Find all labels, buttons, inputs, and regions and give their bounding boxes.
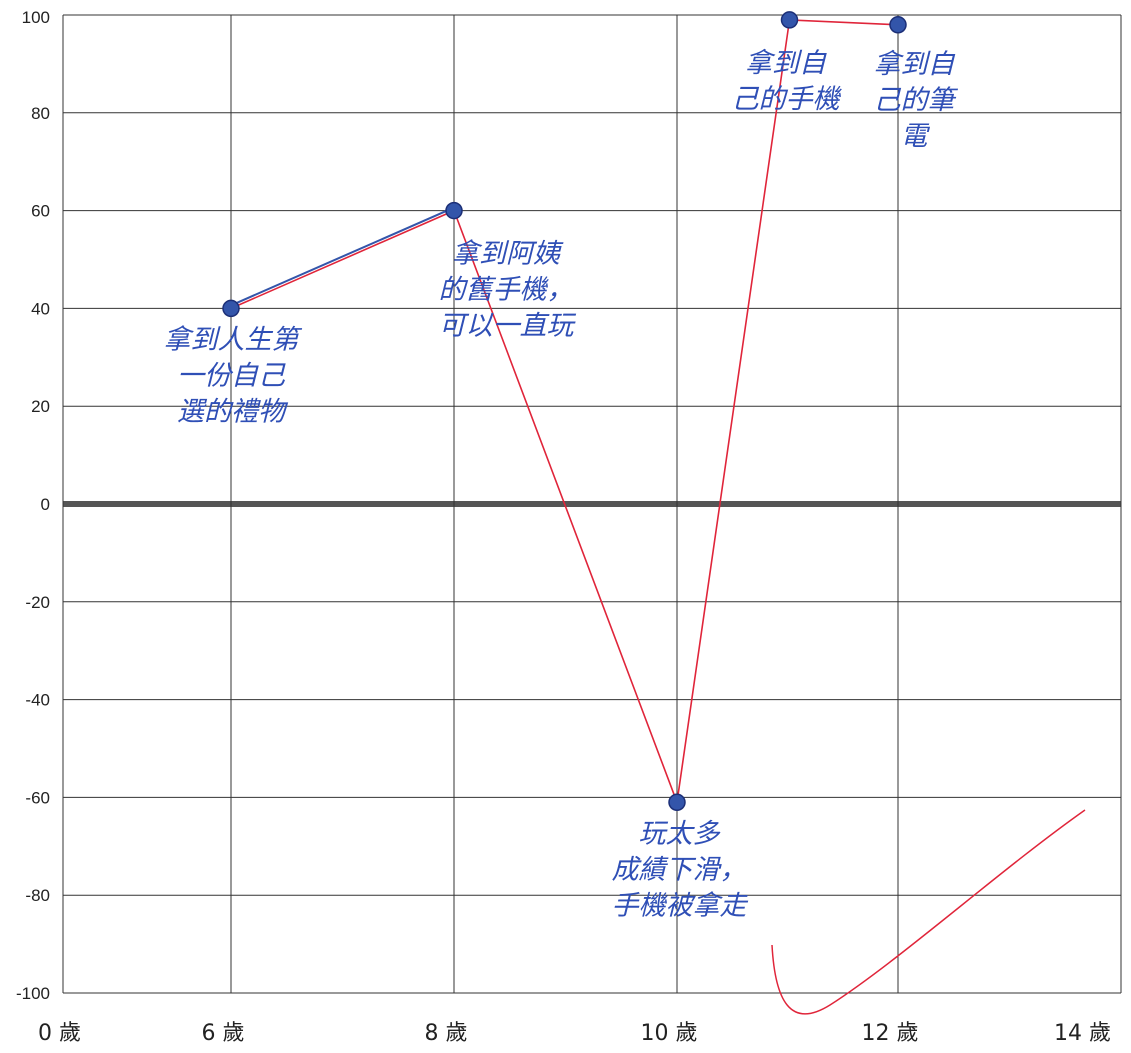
data-point: [889, 16, 907, 34]
y-tick-label: -100: [16, 984, 50, 1003]
x-tick-label: 6 歲: [202, 1021, 245, 1046]
stray-stroke: [771, 809, 1086, 1015]
annotation-line: 可以一直玩: [439, 311, 577, 342]
annotation-line: 一份自己: [177, 360, 286, 391]
y-tick-label: -20: [25, 593, 50, 612]
series-path: [230, 19, 899, 803]
annotation-line: 拿到人生第: [164, 324, 303, 355]
y-tick-label: 80: [31, 104, 50, 123]
data-points: [222, 11, 907, 812]
data-point: [222, 299, 240, 318]
annotation-line: 電: [901, 121, 931, 152]
y-tick-label: 20: [31, 397, 50, 416]
annotation-line: 手機被拿走: [612, 890, 749, 921]
annotation-line: 拿到自: [874, 49, 956, 80]
y-tick-label: -40: [25, 691, 50, 710]
grid: [62, 14, 1122, 994]
data-point: [445, 201, 463, 220]
x-tick-label: 0 歲: [38, 1021, 81, 1046]
annotation-line: 己的筆: [874, 85, 959, 116]
y-tick-label: 100: [22, 8, 50, 27]
data-point: [668, 793, 686, 812]
pencil-stroke: [230, 206, 455, 307]
y-tick-label: 0: [41, 495, 50, 514]
annotation-line: 選的禮物: [177, 396, 289, 427]
x-tick-label: 14 歲: [1054, 1021, 1111, 1046]
tick-labels: 100 80 60 40 20 0 -20 -40 -60 -80 -100 0 歲 6 歲 8 歲 10 …: [16, 8, 1111, 1046]
x-tick-label: 12 歲: [862, 1021, 919, 1046]
annotation-line: 的舊手機，: [439, 275, 574, 306]
annotation-line: 拿到自: [745, 48, 827, 79]
y-tick-label: -80: [25, 886, 50, 905]
data-point: [780, 11, 799, 29]
y-tick-label: 40: [31, 299, 50, 318]
annotation-line: 成績下滑，: [612, 854, 747, 885]
annotation-line: 己的手機: [732, 84, 843, 115]
y-tick-label: 60: [31, 202, 50, 221]
annotation-line: 拿到阿姨: [452, 239, 564, 270]
x-tick-label: 10 歲: [641, 1021, 698, 1046]
y-tick-label: -60: [25, 788, 50, 807]
annotation-line: 玩太多: [639, 818, 722, 849]
x-tick-label: 8 歲: [425, 1021, 468, 1046]
